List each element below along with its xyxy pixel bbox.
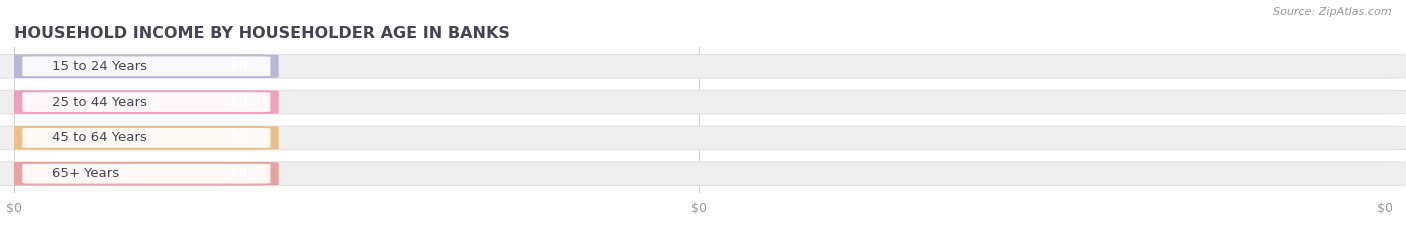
Text: Source: ZipAtlas.com: Source: ZipAtlas.com (1274, 7, 1392, 17)
Text: $0: $0 (229, 96, 247, 109)
FancyBboxPatch shape (22, 56, 270, 76)
Text: 45 to 64 Years: 45 to 64 Years (52, 131, 148, 144)
Text: 25 to 44 Years: 25 to 44 Years (52, 96, 148, 109)
Text: 65+ Years: 65+ Years (52, 167, 120, 180)
Text: $0: $0 (229, 131, 247, 144)
FancyBboxPatch shape (22, 164, 270, 184)
FancyBboxPatch shape (22, 128, 270, 148)
FancyBboxPatch shape (0, 162, 278, 185)
Text: $0: $0 (229, 60, 247, 73)
FancyBboxPatch shape (0, 90, 278, 114)
FancyBboxPatch shape (0, 55, 278, 78)
FancyBboxPatch shape (0, 126, 1406, 150)
FancyBboxPatch shape (0, 162, 1406, 185)
FancyBboxPatch shape (0, 55, 1406, 78)
FancyBboxPatch shape (22, 92, 270, 112)
FancyBboxPatch shape (0, 126, 278, 150)
Text: 15 to 24 Years: 15 to 24 Years (52, 60, 148, 73)
Text: HOUSEHOLD INCOME BY HOUSEHOLDER AGE IN BANKS: HOUSEHOLD INCOME BY HOUSEHOLDER AGE IN B… (14, 26, 510, 41)
Text: $0: $0 (229, 167, 247, 180)
FancyBboxPatch shape (0, 90, 1406, 114)
